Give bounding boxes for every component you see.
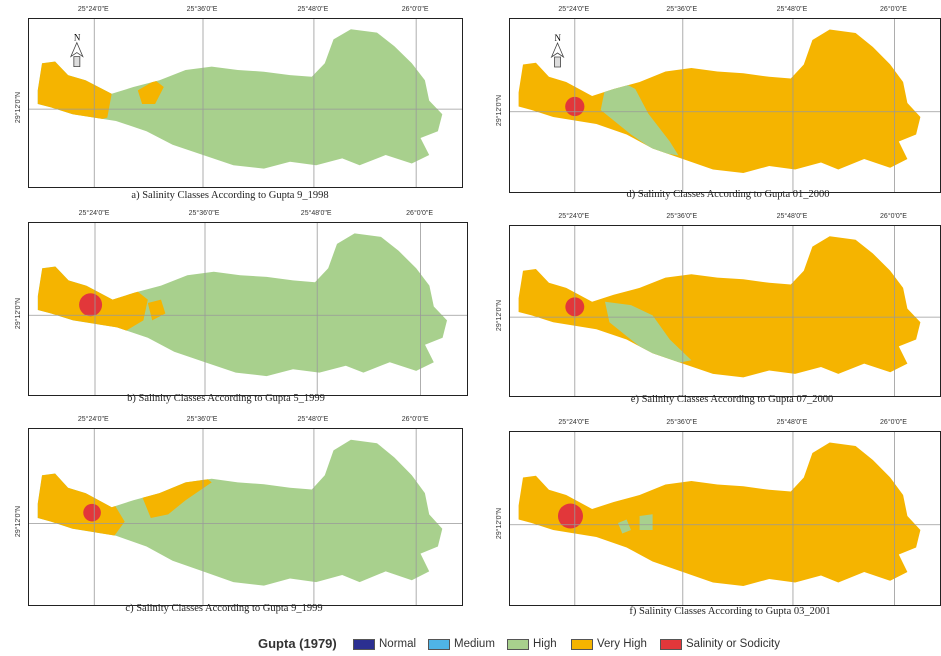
salinity-map: N xyxy=(510,19,940,192)
longitude-tick-label: 25°24'0"E xyxy=(78,210,110,217)
legend-label-very-high: Very High xyxy=(597,638,647,650)
legend-item-normal: Normal xyxy=(353,638,416,650)
legend-swatch-salinity xyxy=(660,638,682,650)
salinity-map xyxy=(29,223,467,395)
longitude-tick-label: 25°36'0"E xyxy=(666,419,698,426)
longitude-tick-label: 26°0'0"E xyxy=(406,210,434,217)
longitude-tick-label: 25°24'0"E xyxy=(77,6,109,13)
north-arrow-icon: N xyxy=(550,33,565,68)
north-arrow-icon: N xyxy=(69,33,84,68)
longitude-tick-label: 25°24'0"E xyxy=(558,419,590,426)
salinity-class-region xyxy=(618,519,631,534)
map-caption: e) Salinity Classes According to Gupta 0… xyxy=(630,394,834,405)
land-region-base xyxy=(518,29,921,173)
longitude-tick-label: 25°48'0"E xyxy=(297,416,329,423)
map-frame xyxy=(28,222,468,396)
map-caption: d) Salinity Classes According to Gupta 0… xyxy=(626,189,830,200)
salinity-sodicity-region xyxy=(83,503,101,522)
map-caption: c) Salinity Classes According to Gupta 9… xyxy=(125,603,323,614)
legend-item-medium: Medium xyxy=(428,638,495,650)
salinity-sodicity-region xyxy=(79,293,103,317)
longitude-tick-label: 25°36'0"E xyxy=(186,416,218,423)
longitude-tick-label: 25°48'0"E xyxy=(776,6,808,13)
latitude-tick-label: 29°12'0"N xyxy=(15,92,23,124)
latitude-tick-label: 29°12'0"N xyxy=(15,506,23,538)
salinity-class-region xyxy=(600,82,679,156)
longitude-tick-label: 25°48'0"E xyxy=(776,213,808,220)
salinity-class-region xyxy=(142,475,212,518)
legend-swatch-medium xyxy=(428,638,450,650)
longitude-tick-label: 25°48'0"E xyxy=(297,6,329,13)
latitude-tick-label: 29°12'0"N xyxy=(496,300,504,332)
map-frame xyxy=(509,225,941,397)
salinity-map xyxy=(510,226,940,396)
svg-text:N: N xyxy=(74,33,81,43)
land-region-base xyxy=(37,29,443,169)
longitude-tick-label: 26°0'0"E xyxy=(880,213,907,220)
map-caption: a) Salinity Classes According to Gupta 9… xyxy=(131,190,329,201)
longitude-tick-label: 26°0'0"E xyxy=(401,416,429,423)
latitude-tick-label: 29°12'0"N xyxy=(496,94,504,126)
latitude-tick-label: 29°12'0"N xyxy=(496,507,504,539)
land-region-base xyxy=(37,233,448,377)
legend-item-high: High xyxy=(507,638,557,650)
legend: Gupta (1979) Normal Medium High Very Hig… xyxy=(0,632,941,652)
longitude-tick-label: 26°0'0"E xyxy=(880,419,907,426)
longitude-tick-label: 25°48'0"E xyxy=(300,210,332,217)
salinity-map xyxy=(510,432,940,605)
longitude-tick-label: 25°24'0"E xyxy=(77,416,109,423)
latitude-tick-label: 29°12'0"N xyxy=(15,298,23,330)
longitude-tick-label: 25°36'0"E xyxy=(188,210,220,217)
salinity-map: N xyxy=(29,19,462,187)
map-caption: b) Salinity Classes According to Gupta 5… xyxy=(127,393,325,404)
map-frame xyxy=(509,431,941,606)
legend-label-medium: Medium xyxy=(454,638,495,650)
legend-label-high: High xyxy=(533,638,557,650)
legend-label-normal: Normal xyxy=(379,638,417,650)
legend-item-very-high: Very High xyxy=(571,638,647,650)
salinity-class-region xyxy=(37,61,112,121)
map-frame: N xyxy=(28,18,463,188)
longitude-tick-label: 26°0'0"E xyxy=(401,6,429,13)
salinity-sodicity-region xyxy=(557,503,583,529)
legend-swatch-very-high xyxy=(571,638,593,650)
legend-title: Gupta (1979) xyxy=(258,636,337,651)
legend-swatch-normal xyxy=(353,638,375,650)
salinity-class-region xyxy=(639,514,653,530)
longitude-tick-label: 25°36'0"E xyxy=(666,213,698,220)
longitude-tick-label: 26°0'0"E xyxy=(880,6,907,13)
legend-label-salinity: Salinity or Sodicity xyxy=(686,638,780,650)
legend-item-salinity: Salinity or Sodicity xyxy=(660,638,780,650)
salinity-class-region xyxy=(37,473,125,540)
salinity-map xyxy=(29,429,462,605)
svg-text:N: N xyxy=(555,33,562,43)
map-caption: f) Salinity Classes According to Gupta 0… xyxy=(629,606,831,617)
land-region-base xyxy=(518,442,921,586)
map-frame: N xyxy=(509,18,941,193)
legend-swatch-high xyxy=(507,638,529,650)
longitude-tick-label: 25°36'0"E xyxy=(186,6,218,13)
map-frame xyxy=(28,428,463,606)
longitude-tick-label: 25°24'0"E xyxy=(558,6,590,13)
longitude-tick-label: 25°36'0"E xyxy=(666,6,698,13)
longitude-tick-label: 25°24'0"E xyxy=(558,213,590,220)
land-region-base xyxy=(518,236,921,378)
longitude-tick-label: 25°48'0"E xyxy=(776,419,808,426)
land-region-base xyxy=(37,439,443,586)
salinity-class-region xyxy=(137,80,164,104)
